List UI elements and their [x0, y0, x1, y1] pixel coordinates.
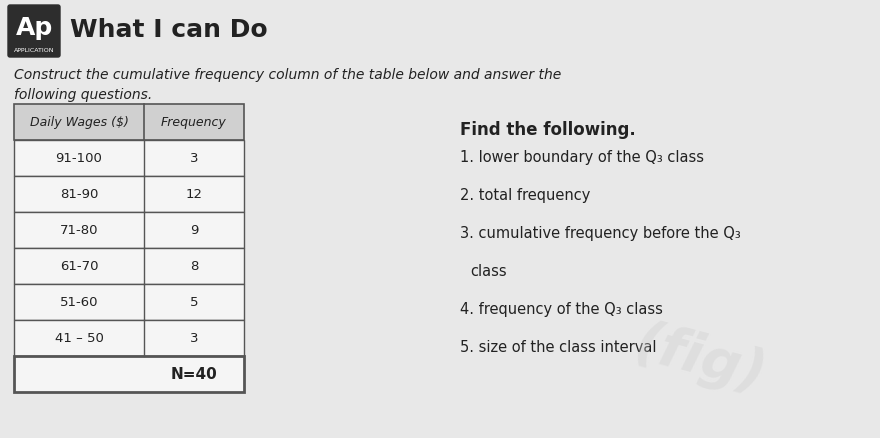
Text: 2. total frequency: 2. total frequency: [460, 188, 590, 203]
Text: 5: 5: [190, 296, 198, 309]
FancyBboxPatch shape: [14, 141, 244, 177]
FancyBboxPatch shape: [14, 177, 244, 212]
Text: APPLICATION: APPLICATION: [14, 47, 55, 53]
Text: 3. cumulative frequency before the Q₃: 3. cumulative frequency before the Q₃: [460, 226, 741, 241]
Text: Frequency: Frequency: [161, 116, 227, 129]
Text: 81-90: 81-90: [60, 188, 99, 201]
FancyBboxPatch shape: [14, 212, 244, 248]
Text: 4. frequency of the Q₃ class: 4. frequency of the Q₃ class: [460, 302, 663, 317]
Text: 12: 12: [186, 188, 202, 201]
Text: 1. lower boundary of the Q₃ class: 1. lower boundary of the Q₃ class: [460, 150, 704, 165]
Text: 3: 3: [190, 152, 198, 165]
FancyBboxPatch shape: [14, 356, 244, 392]
Text: 51-60: 51-60: [60, 296, 99, 309]
Text: Construct the cumulative frequency column of the table below and answer the: Construct the cumulative frequency colum…: [14, 68, 561, 82]
Text: 5. size of the class interval: 5. size of the class interval: [460, 340, 656, 355]
FancyBboxPatch shape: [14, 284, 244, 320]
Text: (fig): (fig): [628, 316, 772, 403]
FancyBboxPatch shape: [14, 105, 244, 141]
Text: Daily Wages ($): Daily Wages ($): [30, 116, 128, 129]
Text: 3: 3: [190, 332, 198, 345]
Text: What I can Do: What I can Do: [70, 18, 268, 42]
Text: Find the following.: Find the following.: [460, 121, 635, 139]
FancyBboxPatch shape: [14, 320, 244, 356]
Text: 71-80: 71-80: [60, 224, 99, 237]
Text: following questions.: following questions.: [14, 88, 152, 102]
FancyBboxPatch shape: [14, 248, 244, 284]
Text: N=40: N=40: [171, 367, 217, 381]
Text: 61-70: 61-70: [60, 260, 99, 273]
Text: 91-100: 91-100: [55, 152, 102, 165]
Text: 9: 9: [190, 224, 198, 237]
Text: 8: 8: [190, 260, 198, 273]
Text: class: class: [470, 264, 507, 279]
FancyBboxPatch shape: [8, 6, 60, 58]
Text: Ap: Ap: [15, 16, 53, 40]
Text: 41 – 50: 41 – 50: [55, 332, 104, 345]
